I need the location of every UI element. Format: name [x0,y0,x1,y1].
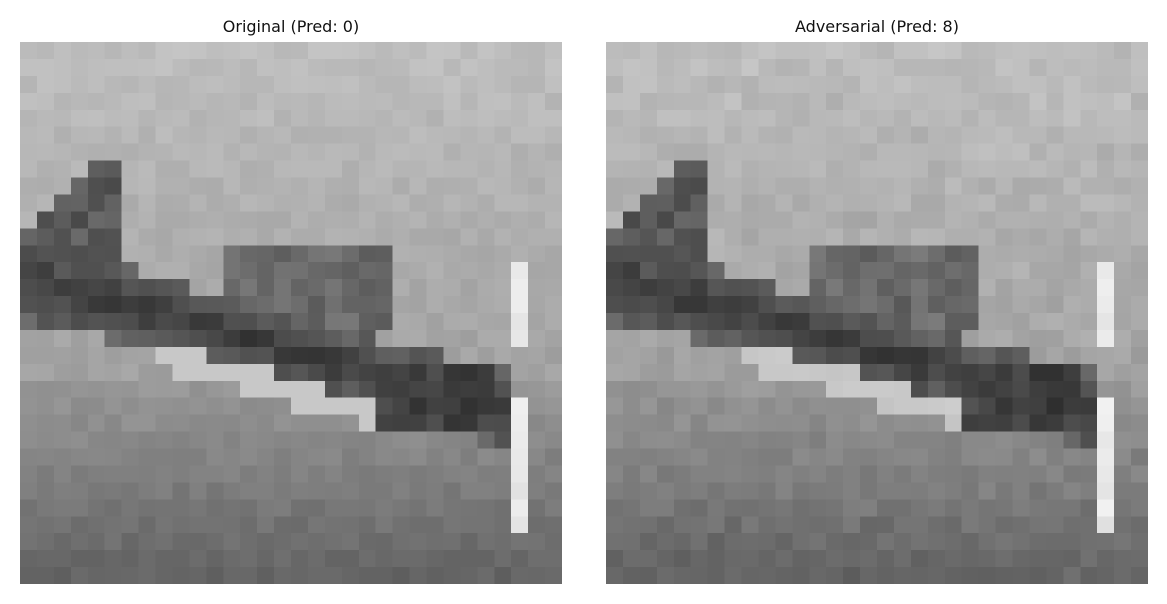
original-title: Original (Pred: 0) [222,17,360,36]
adversarial-panel: Adversarial (Pred: 8) [606,0,1148,604]
original-panel: Original (Pred: 0) [20,0,562,604]
adversarial-title: Adversarial (Pred: 8) [795,17,959,36]
original-image [20,42,562,584]
adversarial-image [606,42,1148,584]
